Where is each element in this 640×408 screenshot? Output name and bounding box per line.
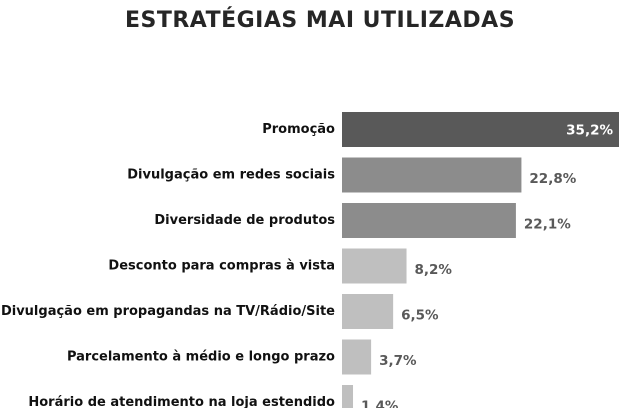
value-label-4: 6,5% <box>401 308 439 324</box>
bar-2 <box>342 203 516 238</box>
category-label-2: Diversidade de produtos <box>154 213 335 228</box>
chart-title: ESTRATÉGIAS MAI UTILIZADAS <box>124 8 516 33</box>
category-label-0: Promoção <box>262 122 335 137</box>
value-label-0: 35,2% <box>566 123 613 139</box>
value-label-3: 8,2% <box>415 262 453 278</box>
value-label-6: 1,4% <box>361 399 399 408</box>
category-label-1: Divulgação em redes sociais <box>127 168 335 183</box>
bar-6 <box>342 385 354 408</box>
bars-group: Promoção 35,2% Divulgação em redes sociais… <box>1 112 619 408</box>
bar-3 <box>342 248 407 284</box>
value-label-2: 22,1% <box>524 217 571 233</box>
category-label-6: Horário de atendimento na loja estendido <box>28 395 335 408</box>
value-label-1: 22,8% <box>529 171 576 187</box>
bar-4 <box>342 294 394 329</box>
value-label-5: 3,7% <box>379 353 417 369</box>
bar-5 <box>342 339 372 375</box>
category-label-3: Desconto para compras à vista <box>108 259 335 274</box>
category-label-5: Parcelamento à médio e longo prazo <box>67 350 335 365</box>
bar-0 <box>342 112 619 147</box>
category-label-4: Divulgação em propagandas na TV/Rádio/Si… <box>1 304 335 319</box>
bar-1 <box>342 157 522 193</box>
